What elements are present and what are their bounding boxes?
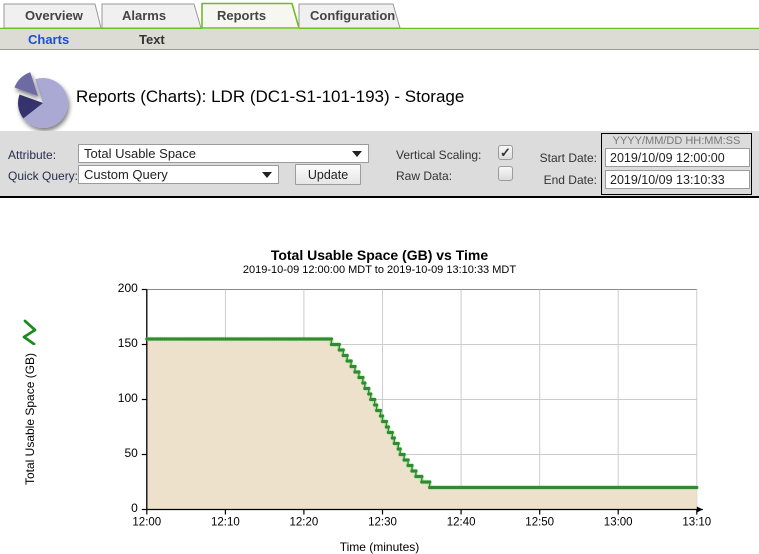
svg-text:150: 150	[118, 336, 138, 350]
svg-text:Alarms: Alarms	[122, 8, 166, 23]
svg-text:13:10: 13:10	[682, 517, 711, 529]
svg-text:12:40: 12:40	[447, 517, 476, 529]
svg-text:12:00: 12:00	[132, 517, 161, 529]
svg-text:12:10: 12:10	[211, 517, 240, 529]
svg-text:12:20: 12:20	[290, 517, 319, 529]
svg-text:200: 200	[118, 281, 138, 295]
svg-text:13:00: 13:00	[604, 517, 633, 529]
svg-text:100: 100	[118, 391, 138, 405]
svg-text:Configuration: Configuration	[310, 8, 395, 23]
svg-text:12:50: 12:50	[525, 517, 554, 529]
svg-text:Overview: Overview	[25, 8, 84, 23]
svg-text:12:30: 12:30	[368, 517, 397, 529]
svg-text:Reports: Reports	[217, 8, 266, 23]
svg-text:50: 50	[124, 446, 138, 460]
svg-text:0: 0	[131, 501, 138, 515]
